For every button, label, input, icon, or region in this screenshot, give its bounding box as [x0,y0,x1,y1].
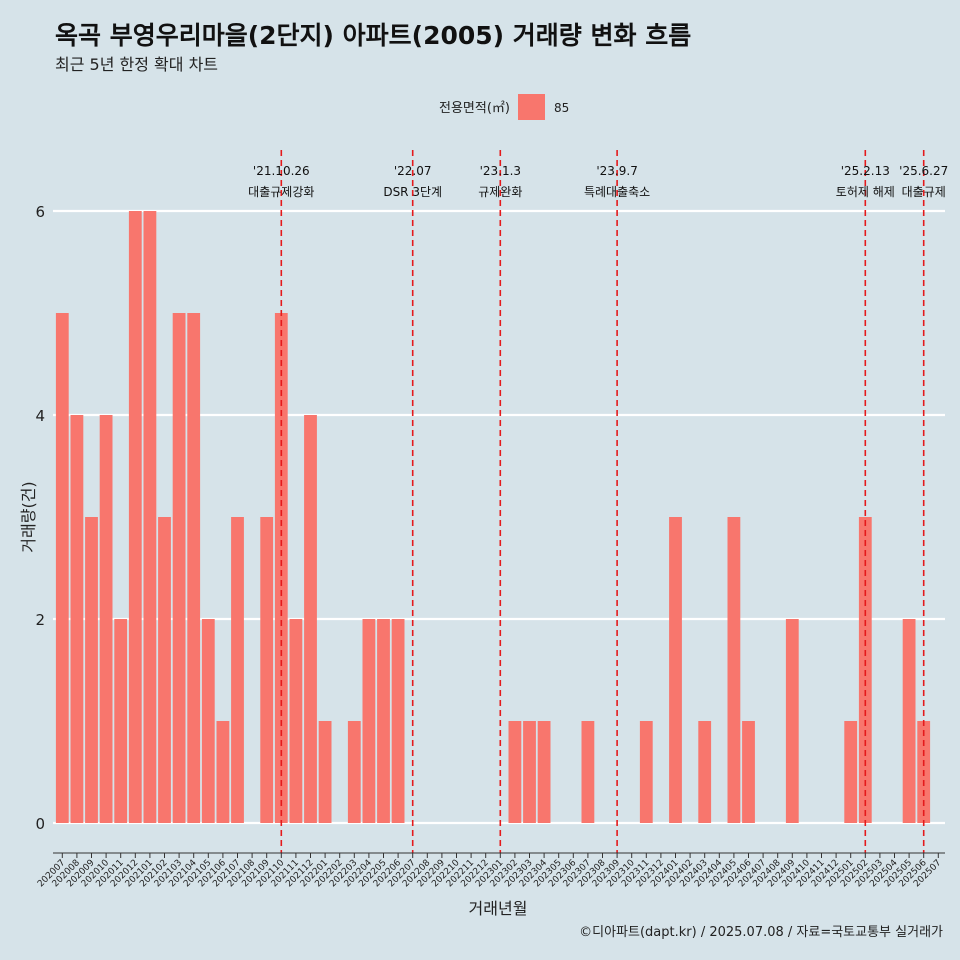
event-date: '23.9.7 [596,164,637,178]
bar-202409 [785,619,799,823]
event-label: 토허제 해제 [836,185,895,199]
bar-202204 [362,619,376,823]
bar-202201 [318,721,332,823]
y-tick-label: 6 [35,203,45,221]
bar-202012 [128,211,142,823]
event-label: 대출규제강화 [248,185,314,199]
bar-202104 [187,313,201,823]
chart-subtitle: 최근 5년 한정 확대 차트 [55,55,218,74]
bar-202203 [347,721,361,823]
event-date: '21.10.26 [253,164,310,178]
bars [55,211,931,823]
caption: ©디아파트(dapt.kr) / 2025.07.08 / 자료=국토교통부 실… [579,925,943,940]
legend: 전용면적(㎡) 85 [439,94,569,120]
bar-202405 [727,517,741,823]
bar-202303 [523,721,536,823]
y-tick-label: 0 [35,815,45,833]
legend-swatch [518,94,545,120]
bar-202304 [537,721,551,823]
event-label: 규제완화 [478,185,522,199]
bar-202307 [581,721,595,823]
chart-title: 옥곡 부영우리마을(2단지) 아파트(2005) 거래량 변화 흐름 [55,21,691,50]
y-axis: 0 2 4 6 [35,203,45,833]
event-label: 대출규제 [902,185,946,199]
y-tick-label: 2 [35,611,45,629]
bar-202107 [231,517,244,823]
bar-202406 [742,721,755,823]
bar-202206 [391,619,405,823]
event-lines: '21.10.26 대출규제강화 '22.07 DSR 3단계 '23.1.3 규제완화 '… [248,150,948,853]
bar-202011 [114,619,128,823]
event-date: '22.07 [394,164,432,178]
bar-202311 [639,721,653,823]
y-axis-title: 거래량(건) [19,481,38,552]
bar-202110 [274,313,288,823]
bar-202105 [201,619,215,823]
bar-202302 [508,721,522,823]
event-label: 특례대출축소 [584,185,650,199]
bar-202505 [902,619,916,823]
bar-202103 [172,313,186,823]
bar-202111 [289,619,303,823]
y-tick-label: 4 [35,407,45,425]
event-date: '25.6.27 [899,164,948,178]
bar-202102 [158,517,171,823]
bar-202009 [85,517,98,823]
event-label: DSR 3단계 [383,185,442,199]
legend-label: 85 [554,101,569,115]
gridlines [53,209,945,825]
legend-title: 전용면적(㎡) [439,101,510,116]
bar-202106 [216,721,230,823]
event-date: '25.2.13 [841,164,890,178]
bar-202101 [143,211,157,823]
bar-202008 [70,415,84,823]
bar-202403 [698,721,712,823]
bar-202010 [99,415,113,823]
x-axis-title: 거래년월 [469,899,528,918]
bar-202501 [844,721,858,823]
event-date: '23.1.3 [480,164,521,178]
bar-202007 [55,313,69,823]
bar-202109 [260,517,274,823]
bar-202205 [377,619,390,823]
x-axis: 2020072020082020092020102020112020122021… [36,852,945,889]
bar-202401 [669,517,682,823]
bar-202112 [304,415,317,823]
